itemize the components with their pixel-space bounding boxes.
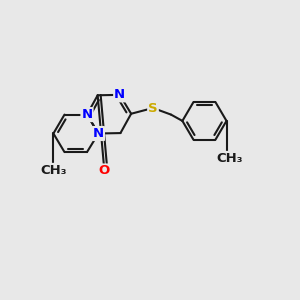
Text: CH₃: CH₃ — [40, 164, 67, 177]
Text: N: N — [114, 88, 125, 101]
Text: O: O — [99, 164, 110, 178]
Text: N: N — [93, 127, 104, 140]
Text: N: N — [81, 108, 93, 121]
Text: CH₃: CH₃ — [216, 152, 243, 165]
Text: S: S — [148, 101, 158, 115]
